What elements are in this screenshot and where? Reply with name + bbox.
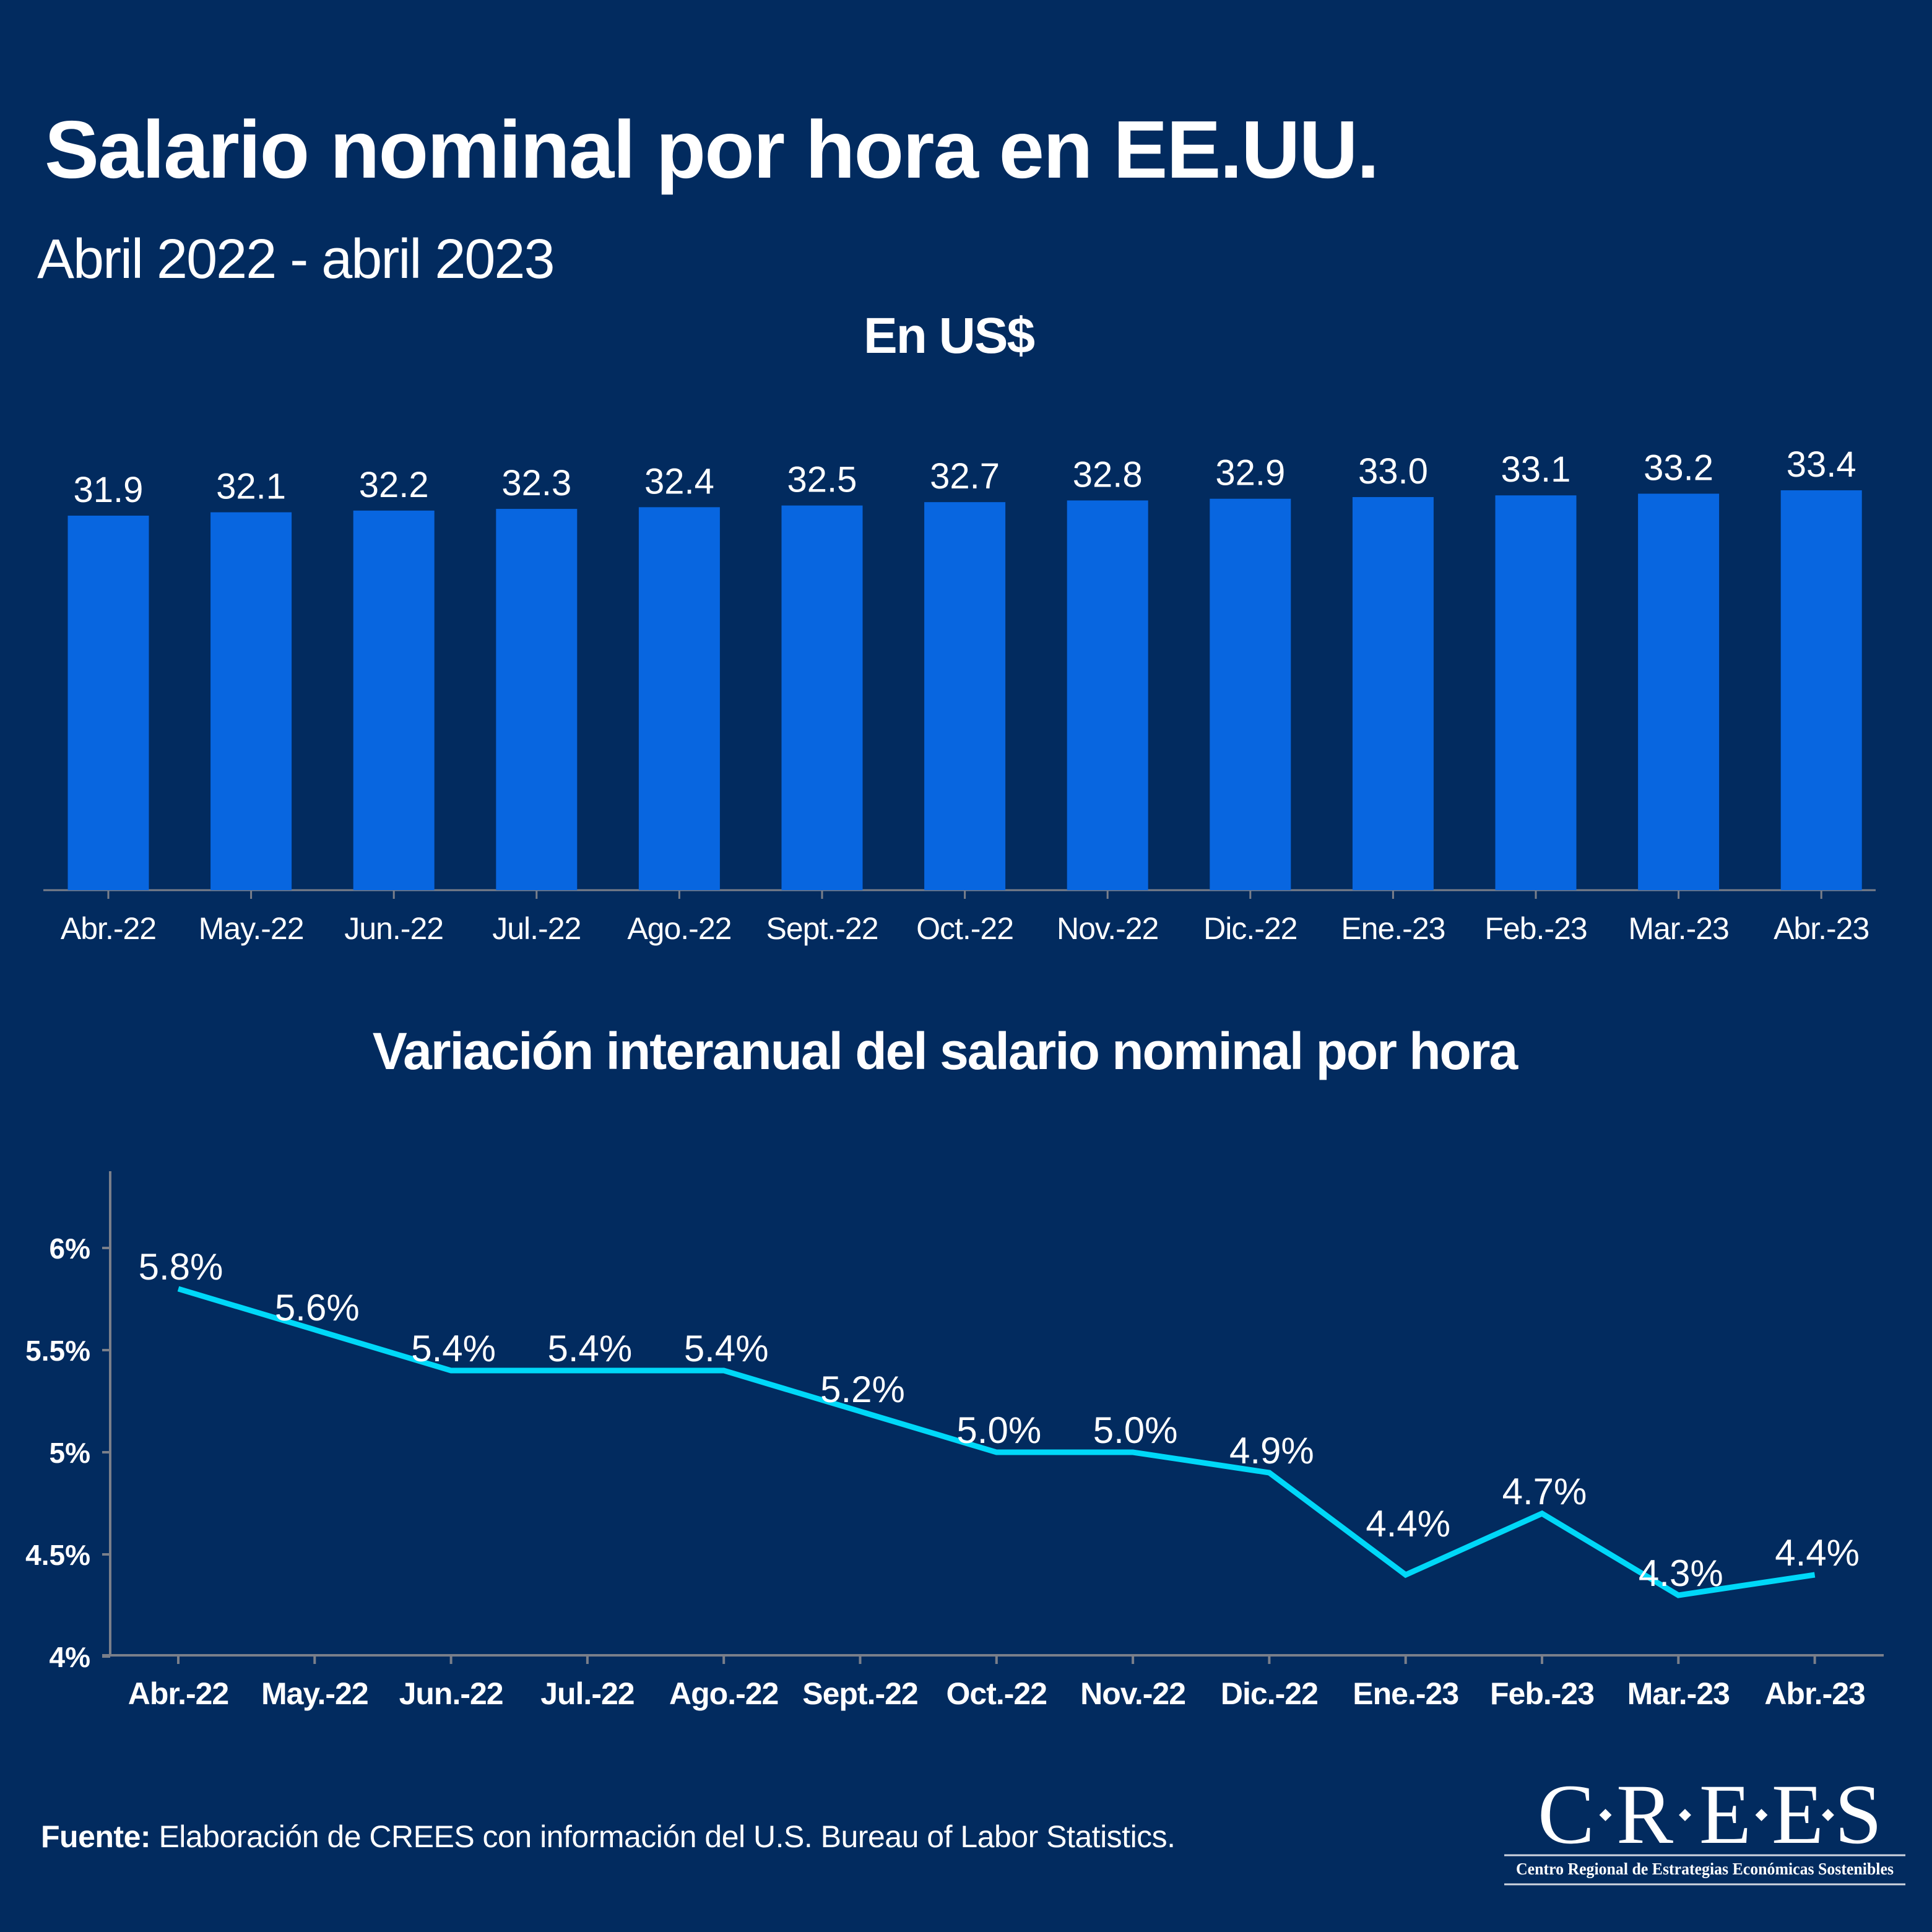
bar-x-tick-label: Nov.-22 — [1057, 911, 1158, 946]
bar — [1495, 495, 1577, 890]
bar-x-tick-label: Jun.-22 — [344, 911, 443, 946]
line-chart: 4% 4.5% 5% 5.5% 6% 5.8% Abr.-22 5.6% May.-22 5.4%… — [25, 1171, 1884, 1711]
bar — [67, 516, 149, 890]
bar-x-tick-label: Oct.-22 — [916, 911, 1013, 946]
bar — [1780, 490, 1862, 890]
bar-data-label: 33.4 — [1787, 444, 1856, 485]
bar-x-tick-label: Ene.-23 — [1341, 911, 1445, 946]
bar — [1352, 496, 1434, 890]
line-data-label: 5.4% — [548, 1328, 633, 1369]
line-data-label: 5.2% — [820, 1369, 905, 1410]
source-text: Elaboración de CREES con información del… — [150, 1819, 1176, 1854]
logo-dot — [1822, 1809, 1834, 1821]
bar-x-tick-label: Feb.-23 — [1484, 911, 1587, 946]
bar — [781, 505, 863, 890]
bar — [210, 512, 292, 890]
bar-data-label: 32.7 — [930, 456, 1000, 496]
page-subtitle: Abril 2022 - abril 2023 — [37, 228, 555, 290]
bar-x-tick-label: Dic.-22 — [1203, 911, 1297, 946]
line-x-tick-label: Mar.-23 — [1627, 1676, 1730, 1711]
source-note: Fuente: Elaboración de CREES con informa… — [41, 1821, 1176, 1852]
series-line — [177, 1286, 1816, 1598]
line-data-label: 5.4% — [684, 1328, 769, 1369]
line-data-label: 4.4% — [1775, 1532, 1860, 1574]
bar-x-tick-label: Mar.-23 — [1628, 911, 1729, 946]
bar-chart-title: En US$ — [864, 308, 1035, 364]
line-x-tick-label: Abr.-22 — [128, 1676, 229, 1711]
bar-data-label: 32.1 — [216, 467, 286, 507]
bar-data-label: 32.9 — [1215, 453, 1285, 493]
bar — [1210, 498, 1291, 890]
bar-data-label: 32.4 — [644, 461, 714, 501]
bar-x-tick-label: May.-22 — [199, 911, 304, 946]
line-x-tick-label: Feb.-23 — [1490, 1676, 1594, 1711]
bar-data-label: 32.5 — [787, 460, 857, 500]
page-title: Salario nominal por hora en EE.UU. — [45, 104, 1379, 195]
line-y-tick-label: 6% — [50, 1232, 90, 1265]
logo-letter: S — [1835, 1767, 1882, 1861]
logo-letter: C — [1538, 1767, 1595, 1861]
line-data-label: 4.3% — [1639, 1553, 1723, 1594]
line-x-tick-label: Nov.-22 — [1080, 1676, 1185, 1711]
bar — [1067, 500, 1148, 890]
logo-letter: R — [1616, 1767, 1673, 1861]
source-label: Fuente: — [41, 1819, 151, 1854]
logo-letter: E — [1699, 1767, 1751, 1861]
line-x-tick-label: Ene.-23 — [1353, 1676, 1458, 1711]
bar-x-tick-label: Jul.-22 — [492, 911, 581, 946]
bar — [353, 510, 435, 890]
line-data-label: 5.4% — [411, 1328, 496, 1369]
bar-x-tick-label: Abr.-23 — [1774, 911, 1869, 946]
bar-data-label: 33.2 — [1644, 448, 1713, 488]
line-x-tick-label: Abr.-23 — [1764, 1676, 1865, 1711]
bar-chart: 31.9 Abr.-22 32.1 May.-22 32.2 Jun.-22 32.3 Jul… — [43, 444, 1876, 946]
line-y-tick-label: 4.5% — [25, 1539, 90, 1571]
line-x-tick-label: Jul.-22 — [540, 1676, 634, 1711]
line-data-label: 4.9% — [1229, 1430, 1314, 1471]
line-x-tick-label: Oct.-22 — [947, 1676, 1047, 1711]
line-x-tick-label: Ago.-22 — [669, 1676, 778, 1711]
bar-x-tick-label: Ago.-22 — [627, 911, 731, 946]
line-x-tick-label: Jun.-22 — [399, 1676, 503, 1711]
bar-data-label: 32.2 — [359, 465, 429, 505]
line-x-tick-label: Sept.-22 — [802, 1676, 918, 1711]
logo-dot — [1599, 1809, 1612, 1821]
bar — [1638, 493, 1720, 890]
line-y-tick-label: 4% — [50, 1641, 90, 1673]
line-y-tick-label: 5.5% — [25, 1335, 90, 1367]
bar-x-tick-label: Sept.-22 — [766, 911, 878, 946]
line-chart-title: Variación interanual del salario nominal… — [372, 1022, 1518, 1080]
line-x-tick-label: May.-22 — [261, 1676, 368, 1711]
bar-data-label: 33.1 — [1501, 449, 1571, 490]
bar — [638, 507, 720, 890]
logo-dot — [1755, 1809, 1768, 1821]
bar-data-label: 32.3 — [501, 463, 571, 503]
line-x-tick-label: Dic.-22 — [1221, 1676, 1318, 1711]
bar — [496, 509, 578, 890]
bar-x-tick-label: Abr.-22 — [61, 911, 156, 946]
bar-data-label: 32.8 — [1073, 454, 1143, 495]
line-data-label: 4.4% — [1366, 1503, 1450, 1544]
line-data-label: 5.6% — [275, 1287, 360, 1328]
line-data-label: 4.7% — [1502, 1471, 1587, 1512]
bar-data-label: 33.0 — [1358, 451, 1428, 492]
line-data-label: 5.8% — [139, 1246, 223, 1288]
bar-data-label: 31.9 — [74, 470, 144, 510]
logo-tagline: Centro Regional de Estrategias Económica… — [1516, 1860, 1894, 1878]
logo-dot — [1679, 1809, 1691, 1821]
bar — [924, 502, 1006, 890]
logo-letter: E — [1772, 1767, 1824, 1861]
line-y-tick-label: 5% — [50, 1437, 90, 1469]
line-data-label: 5.0% — [1093, 1410, 1178, 1451]
line-data-label: 5.0% — [956, 1410, 1041, 1451]
